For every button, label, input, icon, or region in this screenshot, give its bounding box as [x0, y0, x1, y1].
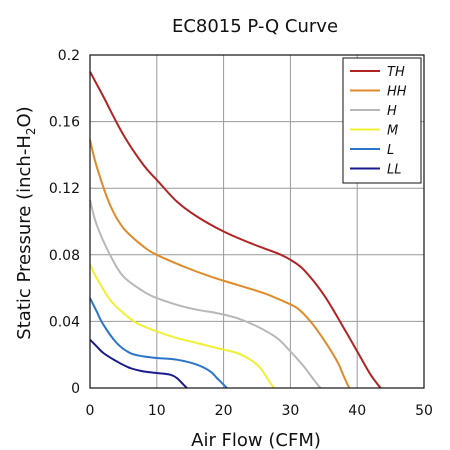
- series-line-l: [89, 297, 228, 389]
- x-tick-label: 0: [86, 403, 95, 419]
- series-line-th: [89, 71, 382, 389]
- series-line-h: [89, 199, 322, 389]
- y-tick-label: 0.2: [58, 48, 80, 64]
- legend-label-ll: LL: [387, 163, 402, 178]
- y-tick-label: 0.04: [49, 314, 80, 330]
- y-axis-label-subscript: 2: [24, 128, 38, 136]
- x-tick-label: 30: [281, 403, 299, 419]
- x-tick-label: 50: [415, 403, 433, 419]
- x-tick-label: 40: [348, 403, 366, 419]
- series-line-ll: [89, 338, 188, 389]
- legend-label-m: M: [387, 124, 398, 139]
- series-line-hh: [89, 139, 351, 389]
- ticks: 0 10 20 30 40 50 0 0.04 0.08 0.12 0.16 0.2: [49, 48, 433, 419]
- legend-label-th: TH: [387, 65, 405, 80]
- series-line-m: [89, 264, 275, 389]
- x-tick-label: 20: [215, 403, 233, 419]
- y-tick-label: 0.08: [49, 248, 80, 264]
- series-layer: [89, 71, 382, 389]
- x-tick-label: 10: [148, 403, 166, 419]
- legend-label-hh: HH: [387, 85, 407, 100]
- y-tick-label: 0.12: [49, 181, 80, 197]
- plot-frame: [89, 54, 425, 389]
- y-axis-label: Static Pressure (inch-H2O): [14, 106, 38, 339]
- legend-box: [342, 57, 422, 184]
- legend-label-h: H: [387, 104, 397, 119]
- y-axis-label-main: Static Pressure (inch-H: [14, 135, 35, 340]
- chart-title: EC8015 P-Q Curve: [172, 16, 338, 37]
- legend-label-l: L: [387, 143, 394, 158]
- y-axis-label-end: O): [14, 106, 35, 127]
- x-axis-label: Air Flow (CFM): [191, 430, 321, 450]
- y-tick-label: 0.16: [49, 115, 80, 131]
- y-tick-label: 0: [71, 381, 80, 397]
